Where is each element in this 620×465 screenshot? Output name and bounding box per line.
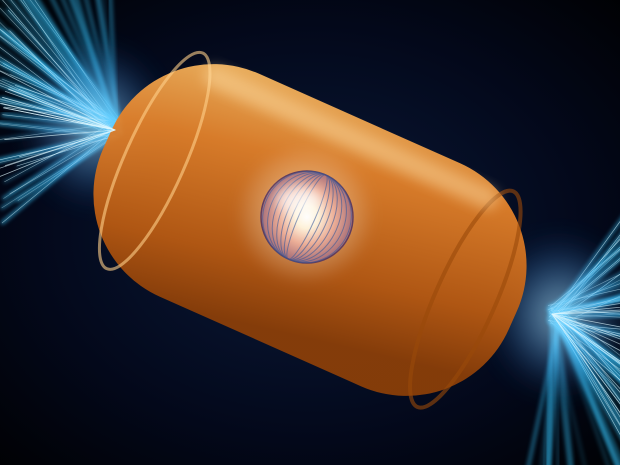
laser-beams-left-front bbox=[0, 70, 116, 177]
laser-beams-right-front bbox=[551, 303, 620, 414]
fuel-capsule bbox=[235, 145, 375, 285]
